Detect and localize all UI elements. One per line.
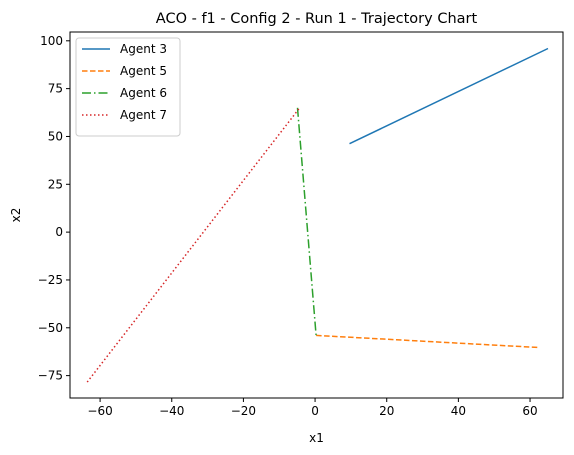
x-tick-label: 20 xyxy=(379,404,394,418)
series-line-agent-7 xyxy=(86,107,301,383)
series-line-agent-3 xyxy=(349,47,549,145)
y-tick-label: −50 xyxy=(38,321,63,335)
legend-label: Agent 7 xyxy=(120,108,167,122)
series-line-agent-5 xyxy=(316,334,539,349)
y-tick-label: 75 xyxy=(48,82,63,96)
y-axis-label: x2 xyxy=(9,208,23,223)
legend-label: Agent 6 xyxy=(120,86,167,100)
plot-frame xyxy=(69,31,564,399)
chart-title: ACO - f1 - Config 2 - Run 1 - Trajectory… xyxy=(156,11,478,27)
x-tick-label: −20 xyxy=(231,404,256,418)
series-line-agent-6 xyxy=(296,107,317,336)
x-tick-label: 0 xyxy=(311,404,319,418)
legend-box xyxy=(75,37,181,137)
y-tick-label: 100 xyxy=(40,34,63,48)
y-tick-label: 25 xyxy=(48,177,63,191)
x-tick-label: −60 xyxy=(87,404,112,418)
y-axis-ticks: −75 −50 −25 0 25 50 75 100 xyxy=(38,34,70,383)
x-axis-ticks: −60 −40 −20 0 20 40 60 xyxy=(87,398,538,418)
legend: Agent 3 Agent 5 Agent 6 Agent 7 xyxy=(75,37,181,137)
y-tick-label: −25 xyxy=(38,273,63,287)
legend-label: Agent 3 xyxy=(120,42,167,56)
x-tick-label: −40 xyxy=(159,404,184,418)
x-axis-label: x1 xyxy=(309,431,324,445)
x-tick-label: 60 xyxy=(522,404,537,418)
y-tick-label: 0 xyxy=(55,225,63,239)
y-tick-label: 50 xyxy=(48,129,63,143)
series-layer xyxy=(86,47,549,383)
legend-label: Agent 5 xyxy=(120,64,167,78)
x-tick-label: 40 xyxy=(451,404,466,418)
y-tick-label: −75 xyxy=(38,369,63,383)
